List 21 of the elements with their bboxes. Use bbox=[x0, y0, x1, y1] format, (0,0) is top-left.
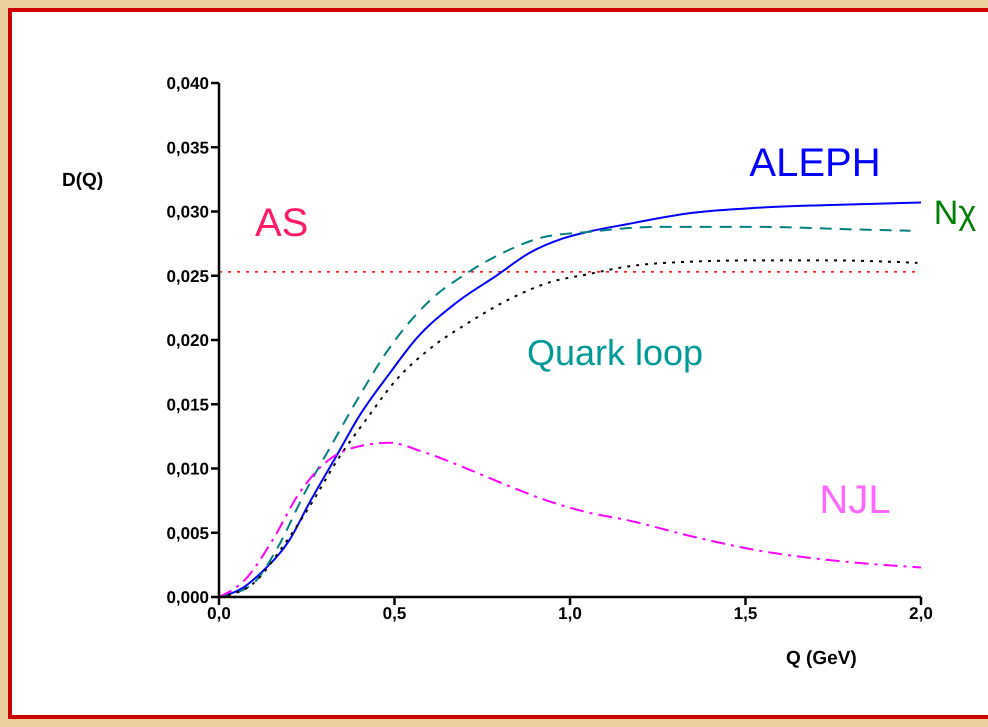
series-label: NJL bbox=[819, 478, 891, 522]
x-tick-label: 0,5 bbox=[382, 604, 406, 624]
y-tick-label: 0,010 bbox=[166, 460, 209, 479]
y-tick-label: 0,000 bbox=[166, 588, 209, 608]
y-tick-label: 0,025 bbox=[166, 266, 209, 286]
series-label: ALEPH bbox=[749, 141, 881, 185]
ref-line-label: AS bbox=[255, 201, 308, 245]
x-tick-label: 2,0 bbox=[909, 604, 933, 624]
x-axis-title: Q (GeV) bbox=[786, 648, 857, 670]
text: Nχ bbox=[934, 194, 976, 232]
x-tick-label: 0,0 bbox=[207, 604, 231, 624]
y-axis-title: D(Q) bbox=[62, 170, 104, 192]
y-tick-label: 0,005 bbox=[166, 524, 209, 543]
y-tick-label: 0,030 bbox=[166, 202, 209, 222]
text: Quark loop bbox=[526, 332, 704, 373]
y-tick-label: 0,020 bbox=[166, 331, 209, 350]
y-tick-label: 0,035 bbox=[166, 138, 209, 158]
y-tick-label: 0,015 bbox=[166, 395, 209, 414]
x-tick-label: 1,0 bbox=[558, 604, 582, 624]
x-tick-label: 1,5 bbox=[734, 604, 758, 624]
y-tick-label: 0,040 bbox=[166, 74, 209, 94]
